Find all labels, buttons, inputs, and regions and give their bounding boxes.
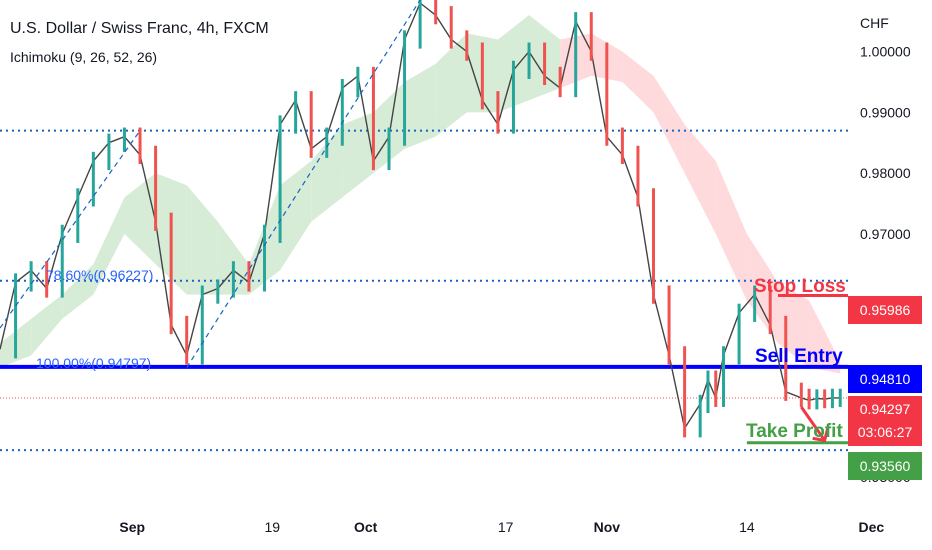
time-tick-label: 14 <box>739 519 755 535</box>
cloud-segment <box>280 160 312 271</box>
current-price-tag: 0.94297 <box>848 396 922 424</box>
time-tick-label: 17 <box>498 519 514 535</box>
time-tick-label: Oct <box>354 519 378 535</box>
cloud-segment <box>435 33 467 137</box>
entry-price-tag: 0.94810 <box>848 365 922 393</box>
cloud-segment <box>62 264 94 319</box>
time-tick-label: Nov <box>594 519 621 535</box>
fib-trendline-1 <box>0 130 141 329</box>
time-tick-label: 19 <box>265 519 281 535</box>
target-price-tag: 0.93560 <box>848 452 922 480</box>
price-tick-label: 1.00000 <box>860 44 911 60</box>
take-profit-label: Take Profit <box>746 421 843 442</box>
projection-arrow-head <box>812 428 830 443</box>
horizontal-levels <box>0 129 848 452</box>
cloud-segment <box>404 63 436 149</box>
cloud-segment <box>31 294 63 356</box>
price-tick-label: 0.98000 <box>860 165 911 181</box>
ichimoku-cloud <box>0 15 841 374</box>
projection-arrow <box>800 406 826 442</box>
cloud-segment <box>653 75 685 174</box>
cloud-segment <box>93 197 125 295</box>
sell-entry-label: Sell Entry <box>755 346 843 367</box>
price-tick-label: 0.99000 <box>860 104 911 120</box>
cloud-segment <box>684 124 716 234</box>
fib-trendline-2 <box>186 0 421 368</box>
cloud-segment <box>124 173 156 265</box>
trade-setup <box>0 0 830 443</box>
indicator-label: Ichimoku (9, 26, 52, 26) <box>10 49 158 65</box>
countdown-tag: 03:06:27 <box>848 420 922 446</box>
cloud-segment <box>186 185 218 295</box>
fib-100-label: 100.00%(0.94797) <box>36 355 152 371</box>
fib-786-label: 78.60%(0.96227) <box>46 267 154 283</box>
chart-title: U.S. Dollar / Swiss Franc, 4h, FXCM <box>10 20 269 37</box>
time-tick-label: Sep <box>119 519 145 535</box>
cloud-segment <box>715 160 747 301</box>
cloud-segment <box>622 51 654 113</box>
stop-price-tag: 0.95986 <box>848 296 922 324</box>
stop-loss-label: Stop Loss <box>754 276 846 297</box>
price-axis-unit: CHF <box>860 15 889 31</box>
time-tick-label: Dec <box>858 519 884 535</box>
cloud-segment <box>809 300 841 374</box>
cloud-segment <box>342 112 374 198</box>
price-tick-label: 0.97000 <box>860 226 911 242</box>
price-series <box>0 0 842 438</box>
cloud-segment <box>311 124 343 222</box>
